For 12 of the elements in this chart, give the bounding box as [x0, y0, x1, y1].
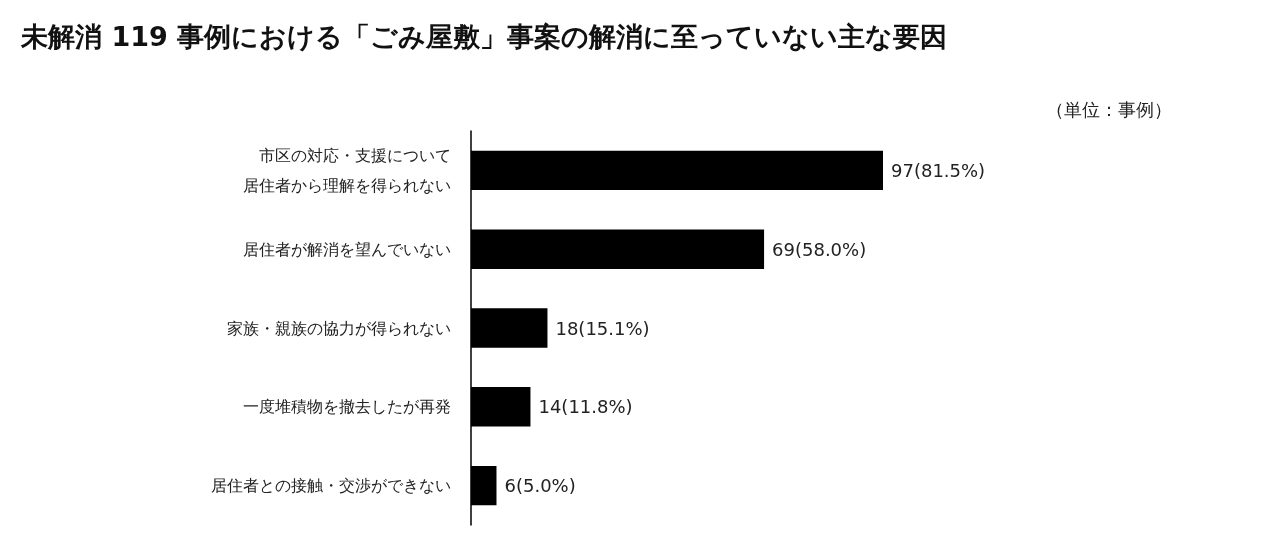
- y-tick-label: 居住者が解消を望んでいない: [243, 239, 451, 259]
- y-tick-label: 家族・親族の協力が得られない: [227, 318, 451, 338]
- data-label: 69(58.0%): [772, 238, 867, 260]
- data-label: 14(11.8%): [538, 396, 633, 418]
- data-label: 97(81.5%): [891, 159, 986, 181]
- y-tick-label: 居住者との接触・交渉ができない: [211, 476, 451, 496]
- y-tick-label: 一度堆積物を撤去したが再発: [243, 397, 451, 417]
- chart-title: 未解消 119 事例における「ごみ屋敷」事案の解消に至っていない主な要因: [20, 21, 948, 52]
- text: （単位：事例）: [1046, 98, 1172, 120]
- y-tick-label: 市区の対応・支援について居住者から理解を得られない: [243, 145, 451, 195]
- data-label: 18(15.1%): [555, 317, 650, 339]
- data-label: 6(5.0%): [504, 475, 576, 497]
